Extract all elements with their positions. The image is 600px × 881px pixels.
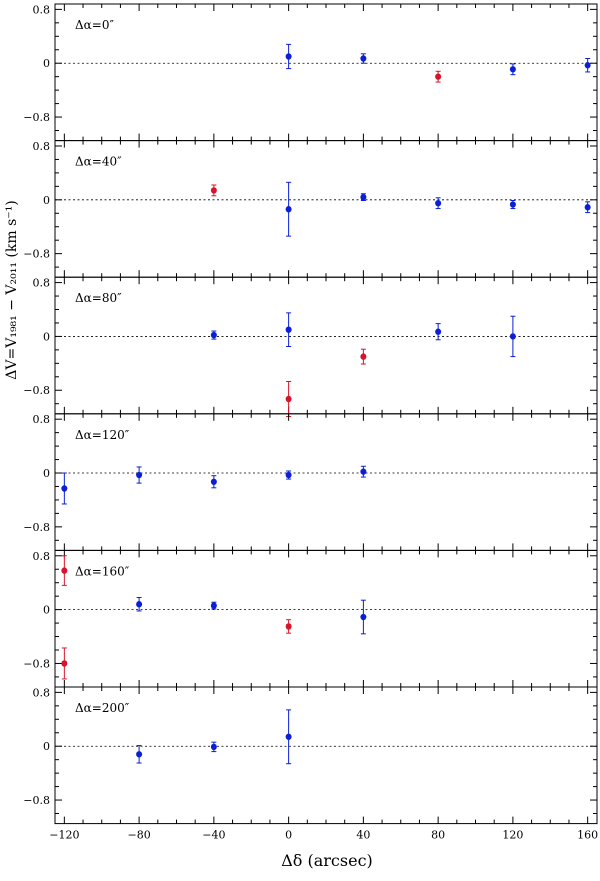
y-tick-label: 0 — [43, 740, 50, 753]
data-point — [285, 206, 292, 213]
x-tick-label: −120 — [49, 829, 79, 842]
data-point — [360, 468, 367, 475]
data-point — [360, 193, 367, 201]
data-point — [136, 601, 143, 608]
data-point — [210, 743, 217, 751]
panel-frame — [54, 3, 598, 142]
data-point — [61, 567, 68, 574]
y-tick-label: 0 — [43, 604, 50, 617]
data-point — [136, 751, 143, 758]
x-tick-label: 120 — [502, 829, 523, 842]
panel-frame — [54, 413, 598, 551]
panel-frame — [54, 140, 598, 278]
data-point — [210, 187, 217, 194]
data-point — [285, 395, 292, 403]
y-tick-label: 0.8 — [33, 277, 51, 290]
x-tick-label: 40 — [356, 829, 370, 842]
data-point — [210, 602, 217, 609]
x-tick-label: −80 — [127, 829, 150, 842]
y-tick-label: 0 — [43, 467, 50, 480]
y-tick-label: −0.8 — [23, 521, 50, 534]
panel-label: Δα=120″ — [75, 428, 130, 442]
panel-label: Δα=200″ — [75, 701, 130, 715]
data-point — [584, 204, 591, 211]
data-point — [360, 353, 367, 360]
y-tick-label: 0.8 — [33, 3, 51, 16]
data-point — [509, 201, 516, 208]
y-tick-label: −0.8 — [23, 248, 50, 261]
panel-label: Δα=160″ — [75, 564, 130, 578]
y-tick-label: 0 — [43, 194, 50, 207]
x-tick-label: −40 — [202, 829, 225, 842]
y-tick-label: −0.8 — [23, 384, 50, 397]
data-point — [435, 199, 442, 207]
y-tick-label: −0.8 — [23, 794, 50, 807]
data-point — [285, 326, 292, 333]
y-tick-label: 0.8 — [33, 413, 51, 426]
panel-0: −0.8 0 0.8 Δα=0″ — [23, 3, 598, 142]
y-tick-label: −0.8 — [23, 111, 50, 124]
data-point — [360, 55, 367, 62]
y-tick-label: 0 — [43, 330, 50, 343]
y-tick-label: 0.8 — [33, 550, 51, 563]
y-axis-label: ΔV=V₁₉₈₁ − V₂₀₁₁ (km s⁻¹) — [4, 200, 20, 379]
y-tick-label: 0.8 — [33, 686, 51, 699]
data-point — [61, 485, 68, 492]
panel-label: Δα=0″ — [75, 18, 114, 32]
panels: −0.8 0 0.8 Δα=0″ −0.8 0 0.8 Δα=40″ −0.8 0 0.8 Δα=80… — [23, 3, 598, 841]
data-point — [210, 478, 217, 485]
panel-label: Δα=80″ — [75, 291, 122, 305]
y-tick-label: −0.8 — [23, 657, 50, 670]
panel-1: −0.8 0 0.8 Δα=40″ — [23, 140, 598, 278]
panel-label: Δα=40″ — [75, 155, 122, 169]
panel-frame — [54, 276, 598, 415]
panel-3: −0.8 0 0.8 Δα=120″ — [23, 413, 598, 551]
data-point — [285, 53, 292, 60]
x-axis-label: Δδ (arcsec) — [281, 851, 373, 870]
data-point — [435, 73, 442, 80]
data-point — [285, 623, 292, 630]
x-tick-label: 80 — [431, 829, 445, 842]
data-point — [136, 471, 143, 479]
y-tick-label: 0.8 — [33, 140, 51, 153]
data-point — [285, 471, 292, 479]
data-point — [285, 733, 292, 740]
y-tick-label: 0 — [43, 57, 50, 70]
panel-frame — [54, 549, 598, 688]
data-point — [509, 333, 516, 340]
data-point — [435, 328, 442, 335]
x-tick-label: 0 — [285, 829, 292, 842]
panel-4: −0.8 0 0.8 Δα=160″ — [23, 549, 598, 688]
x-tick-label: 160 — [577, 829, 598, 842]
data-point — [360, 613, 367, 621]
data-point — [509, 66, 516, 73]
panel-2: −0.8 0 0.8 Δα=80″ — [23, 276, 598, 417]
panel-5: −0.8 0 0.8 Δα=200″ — [23, 686, 598, 825]
data-point — [61, 660, 68, 667]
data-point — [584, 62, 591, 69]
data-point — [210, 331, 217, 339]
